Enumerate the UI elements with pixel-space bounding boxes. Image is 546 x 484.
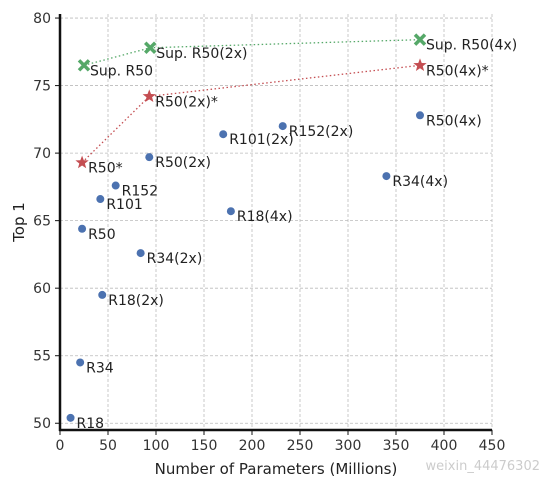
point-label: R101 [106, 197, 142, 213]
point [219, 130, 228, 139]
star-point [413, 58, 427, 71]
point-label: R18(2x) [108, 293, 164, 309]
x-tick-label: 200 [239, 438, 266, 454]
x-tick-label: 350 [383, 438, 410, 454]
x-point [144, 41, 157, 55]
x-tick-label: 450 [479, 438, 506, 454]
point-label: R18(4x) [237, 209, 293, 225]
point-label: R34 [86, 360, 114, 376]
y-tick-label: 65 [33, 214, 51, 230]
point-label: R18 [77, 416, 105, 432]
point [78, 224, 87, 233]
point [136, 249, 145, 258]
point [96, 195, 105, 204]
x-tick-label: 0 [56, 438, 65, 454]
point-label: R34(2x) [147, 251, 203, 267]
x-tick-label: 300 [335, 438, 362, 454]
point [416, 111, 424, 120]
point-label: R101(2x) [229, 132, 294, 148]
x-tick-label: 150 [191, 438, 218, 454]
x-tick-label: 250 [287, 438, 314, 454]
x-point [413, 33, 427, 46]
point [278, 122, 287, 131]
point-label: R152(2x) [289, 124, 354, 140]
point-label: Sup. R50(4x) [426, 38, 517, 54]
point [76, 358, 85, 367]
point-label: R50(4x)* [426, 63, 489, 79]
x-tick-label: 50 [99, 438, 117, 454]
point-label: R50(4x) [426, 113, 482, 129]
x-point [77, 59, 91, 72]
watermark: weixin_44476302 [426, 459, 540, 474]
point-label: R50(2x) [155, 155, 211, 171]
x-axis-label: Number of Parameters (Millions) [155, 460, 398, 478]
point [98, 290, 107, 299]
point [111, 181, 120, 190]
y-tick-label: 75 [33, 79, 51, 95]
point [66, 413, 75, 422]
point-label: R152 [122, 184, 158, 200]
y-axis-label: Top 1 [10, 202, 28, 243]
point [226, 207, 235, 216]
point-label: R50 [88, 227, 116, 243]
y-tick-label: 50 [33, 416, 51, 432]
x-tick-label: 400 [431, 438, 458, 454]
point-label: R50(2x)* [155, 94, 218, 110]
star-point [75, 155, 89, 169]
point-label: R34(4x) [392, 174, 448, 190]
point [382, 172, 391, 181]
point [145, 153, 154, 162]
y-tick-label: 60 [33, 281, 51, 297]
point-label: Sup. R50 [90, 63, 153, 79]
star-point [142, 89, 156, 103]
y-tick-label: 80 [33, 11, 51, 27]
y-tick-label: 70 [33, 146, 51, 162]
y-tick-label: 55 [33, 349, 51, 365]
point-label: Sup. R50(2x) [156, 46, 247, 62]
point-label: R50* [88, 161, 123, 177]
x-tick-label: 100 [143, 438, 170, 454]
